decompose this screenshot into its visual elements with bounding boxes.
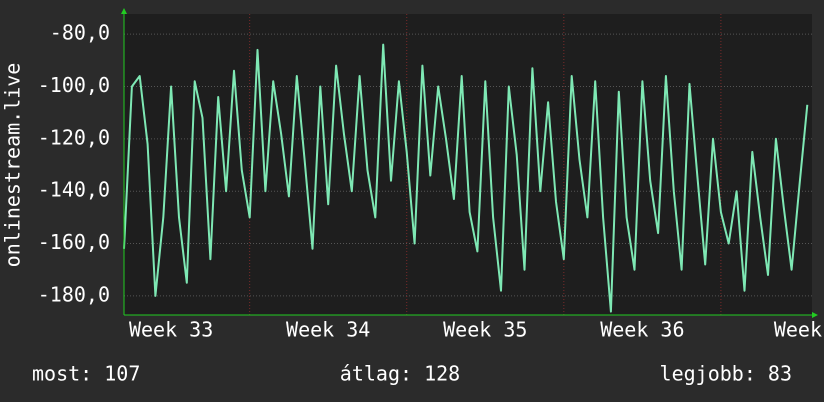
y-tick-label: -180,0 (38, 282, 110, 306)
y-arrow (121, 8, 127, 14)
y-tick-label: -140,0 (38, 178, 110, 202)
y-tick-label: -120,0 (38, 125, 110, 149)
x-arrow (812, 312, 818, 318)
y-axis-label: onlinestream.live (1, 63, 25, 268)
y-tick-label: -80,0 (50, 21, 110, 45)
y-tick-label: -100,0 (38, 73, 110, 97)
series-line (123, 43, 809, 313)
x-tick-label: Week 36 (600, 318, 684, 342)
x-tick-label: Week 35 (443, 318, 527, 342)
stat-best: legjobb: 83 (660, 362, 792, 386)
stat-current: most: 107 (32, 362, 140, 386)
stat-average: átlag: 128 (340, 362, 460, 386)
y-tick-label: -160,0 (38, 230, 110, 254)
x-tick-label: Week 33 (129, 318, 213, 342)
x-tick-label: Week 34 (286, 318, 370, 342)
x-tick-label: Week (774, 318, 822, 342)
